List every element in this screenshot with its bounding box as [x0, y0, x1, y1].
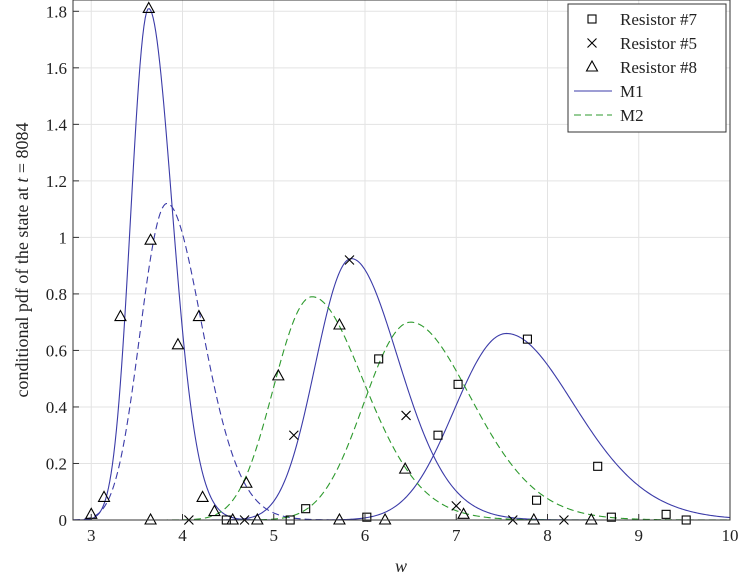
legend-label: Resistor #5 — [620, 34, 697, 53]
legend-swatch-x — [587, 38, 597, 48]
legend-label: Resistor #7 — [620, 10, 697, 29]
data-point-x — [401, 410, 411, 421]
data-point-triangle — [171, 337, 185, 350]
data-point-triangle — [333, 512, 346, 525]
data-point-triangle — [398, 461, 412, 474]
data-point-square — [661, 509, 671, 519]
data-point-square — [374, 354, 384, 364]
legend-label: M2 — [620, 106, 644, 125]
data-point-triangle — [271, 368, 285, 381]
data-point-triangle — [97, 490, 111, 502]
plot-frame — [72, 0, 731, 521]
data-point-square — [453, 379, 463, 389]
data-point-x — [344, 255, 355, 265]
legend-swatch-square — [587, 14, 597, 24]
data-point-triangle — [144, 512, 157, 525]
y-tick-label: 1 — [59, 228, 68, 247]
data-point-square — [606, 512, 616, 522]
data-point-x — [451, 500, 462, 511]
data-point-triangle — [196, 490, 210, 502]
y-tick-label: 0.6 — [46, 341, 67, 360]
data-point-triangle — [239, 476, 253, 488]
data-point-square — [522, 334, 532, 344]
x-tick-label: 8 — [543, 526, 552, 545]
y-tick-label: 1.8 — [46, 2, 67, 21]
x-tick-label: 5 — [270, 526, 279, 545]
data-point-triangle — [584, 512, 598, 525]
data-point-x — [288, 430, 299, 441]
x-tick-label: 6 — [361, 526, 370, 545]
y-tick-label: 0 — [59, 511, 68, 530]
data-point-triangle — [144, 233, 157, 245]
data-point-triangle — [333, 317, 346, 330]
x-tick-label: 10 — [722, 526, 739, 545]
data-point-triangle — [142, 1, 156, 14]
ticks: 3 4 5 6 7 8 9 10 0 0.2 0.4 0.6 0.8 1 1.2 1.4 1.6 1.8 — [46, 2, 739, 545]
data-point-triangle — [226, 512, 240, 525]
data-point-square — [593, 461, 603, 471]
y-tick-label: 0.2 — [46, 454, 67, 473]
data-point-triangle — [192, 309, 206, 322]
data-point-triangle — [527, 512, 541, 525]
y-axis-label-suffix: = 8084 — [12, 122, 32, 177]
y-tick-label: 1.6 — [46, 59, 67, 78]
y-tick-label: 1.2 — [46, 172, 67, 191]
curve-m2 — [73, 321, 730, 521]
y-tick-label: 0.4 — [46, 398, 68, 417]
legend-box — [567, 3, 727, 133]
markers — [84, 1, 691, 525]
data-point-triangle — [457, 507, 470, 519]
y-axis-label: conditional pdf of the state at t = 8084 — [12, 122, 32, 397]
legend-swatch-triangle — [585, 59, 599, 72]
data-point-triangle — [114, 309, 127, 322]
x-tick-label: 3 — [87, 526, 96, 545]
x-tick-label: 7 — [452, 526, 461, 545]
x-tick-label: 9 — [635, 526, 644, 545]
y-axis-label-var: t — [12, 177, 32, 183]
x-tick-label: 4 — [178, 526, 187, 545]
data-point-square — [362, 512, 372, 522]
legend: Resistor #7 Resistor #5 Resistor #8 M1 M2 — [567, 3, 727, 133]
y-tick-label: 1.4 — [46, 115, 68, 134]
data-point-square — [301, 504, 311, 514]
data-point-triangle — [378, 512, 392, 525]
y-axis-label-prefix: conditional pdf of the state at — [12, 183, 32, 398]
data-point-square — [433, 430, 443, 440]
legend-label: Resistor #8 — [620, 58, 697, 77]
data-point-triangle — [208, 504, 221, 517]
x-axis-label: w — [395, 556, 407, 576]
data-point-triangle — [250, 512, 264, 525]
legend-label: M1 — [620, 82, 644, 101]
data-point-square — [531, 495, 542, 505]
y-tick-label: 0.8 — [46, 285, 67, 304]
